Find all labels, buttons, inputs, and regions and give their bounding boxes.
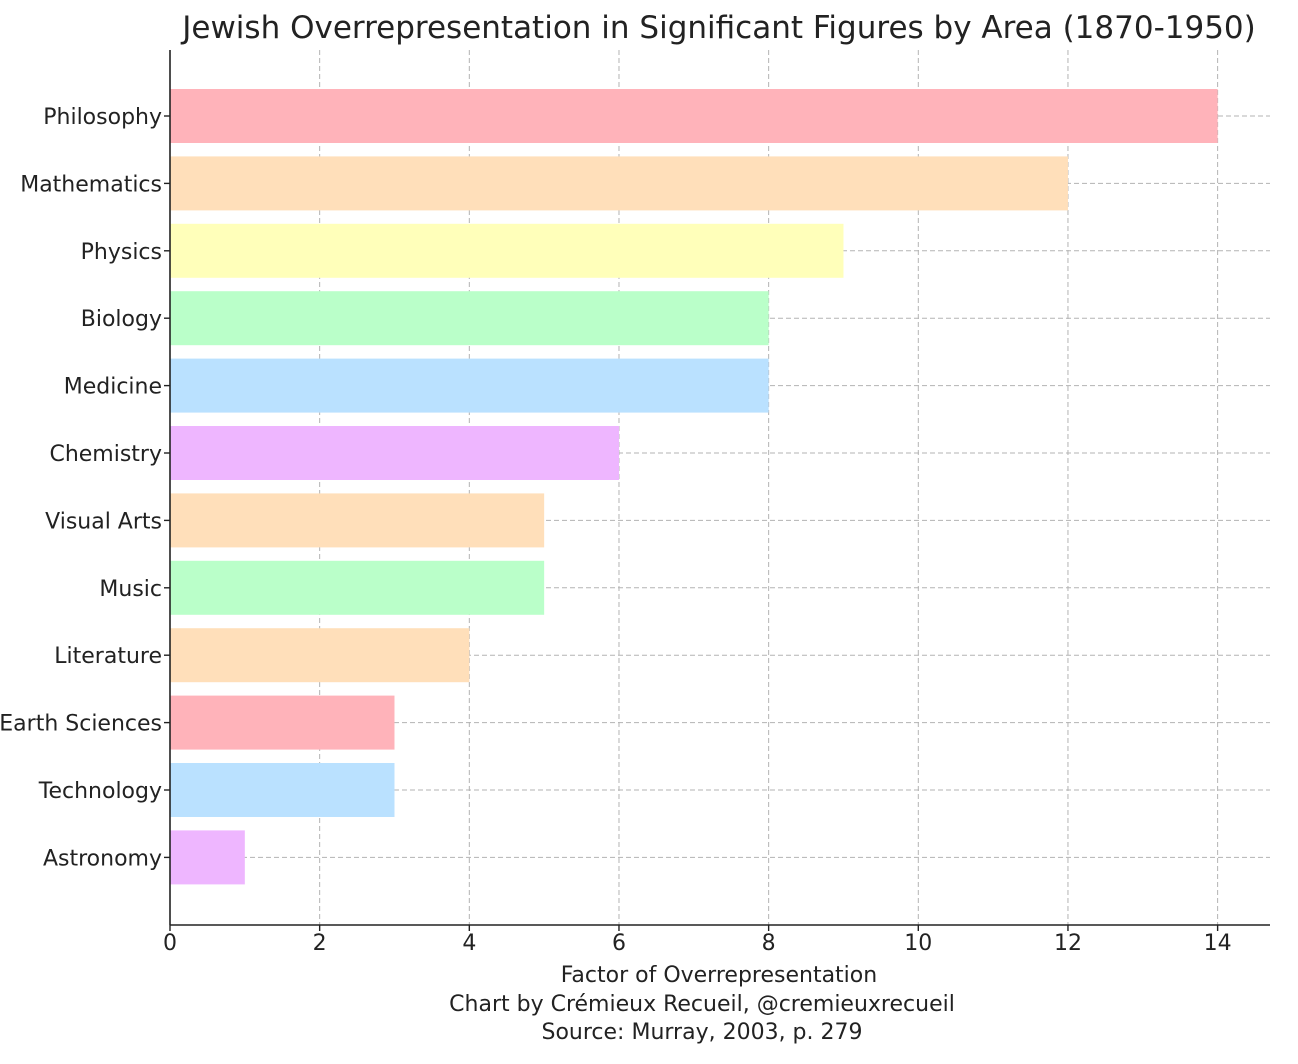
- y-tick-label-physics: Physics: [81, 240, 162, 265]
- bar-biology: [170, 291, 769, 346]
- bar-literature: [170, 628, 470, 683]
- chart-source: Source: Murray, 2003, p. 279: [542, 1020, 863, 1045]
- y-tick-label-literature: Literature: [54, 644, 162, 669]
- x-tick-label-8: 8: [762, 931, 776, 956]
- y-tick-label-philosophy: Philosophy: [43, 105, 162, 130]
- y-tick-label-visual-arts: Visual Arts: [45, 509, 162, 534]
- y-tick-label-medicine: Medicine: [64, 375, 162, 400]
- bar-earth-sciences: [170, 695, 395, 750]
- bar-chemistry: [170, 426, 619, 480]
- bar-mathematics: [170, 156, 1068, 211]
- x-tick-label-4: 4: [462, 931, 476, 956]
- y-tick-labels: Philosophy Mathematics Physics Biology Medic…: [0, 105, 162, 871]
- bar-physics: [170, 223, 844, 278]
- bar-technology: [170, 763, 395, 817]
- y-tick-label-biology: Biology: [81, 307, 162, 332]
- y-tick-label-earth-sciences: Earth Sciences: [0, 712, 162, 737]
- axes: [164, 50, 1270, 931]
- chart-title: Jewish Overrepresentation in Significant…: [180, 10, 1256, 46]
- x-tick-labels: 0 2 4 6 8 10 12 14: [163, 931, 1232, 956]
- chart-credit: Chart by Crémieux Recueil, @cremieuxrecu…: [449, 992, 955, 1017]
- x-tick-label-12: 12: [1054, 931, 1082, 956]
- y-tick-label-chemistry: Chemistry: [49, 442, 162, 467]
- y-tick-label-music: Music: [99, 577, 162, 602]
- x-tick-label-10: 10: [904, 931, 932, 956]
- bar-medicine: [170, 358, 769, 413]
- bar-astronomy: [170, 830, 245, 885]
- bar-music: [170, 560, 545, 615]
- x-tick-label-0: 0: [163, 931, 177, 956]
- y-tick-label-astronomy: Astronomy: [43, 846, 162, 871]
- x-tick-label-14: 14: [1204, 931, 1232, 956]
- bar-visual-arts: [170, 493, 545, 548]
- x-axis-label: Factor of Overrepresentation: [561, 963, 877, 988]
- x-tick-label-6: 6: [612, 931, 626, 956]
- x-tick-label-2: 2: [313, 931, 327, 956]
- bar-philosophy: [170, 89, 1218, 143]
- y-tick-label-technology: Technology: [38, 779, 162, 804]
- y-tick-label-mathematics: Mathematics: [20, 172, 162, 197]
- bars: [170, 89, 1218, 885]
